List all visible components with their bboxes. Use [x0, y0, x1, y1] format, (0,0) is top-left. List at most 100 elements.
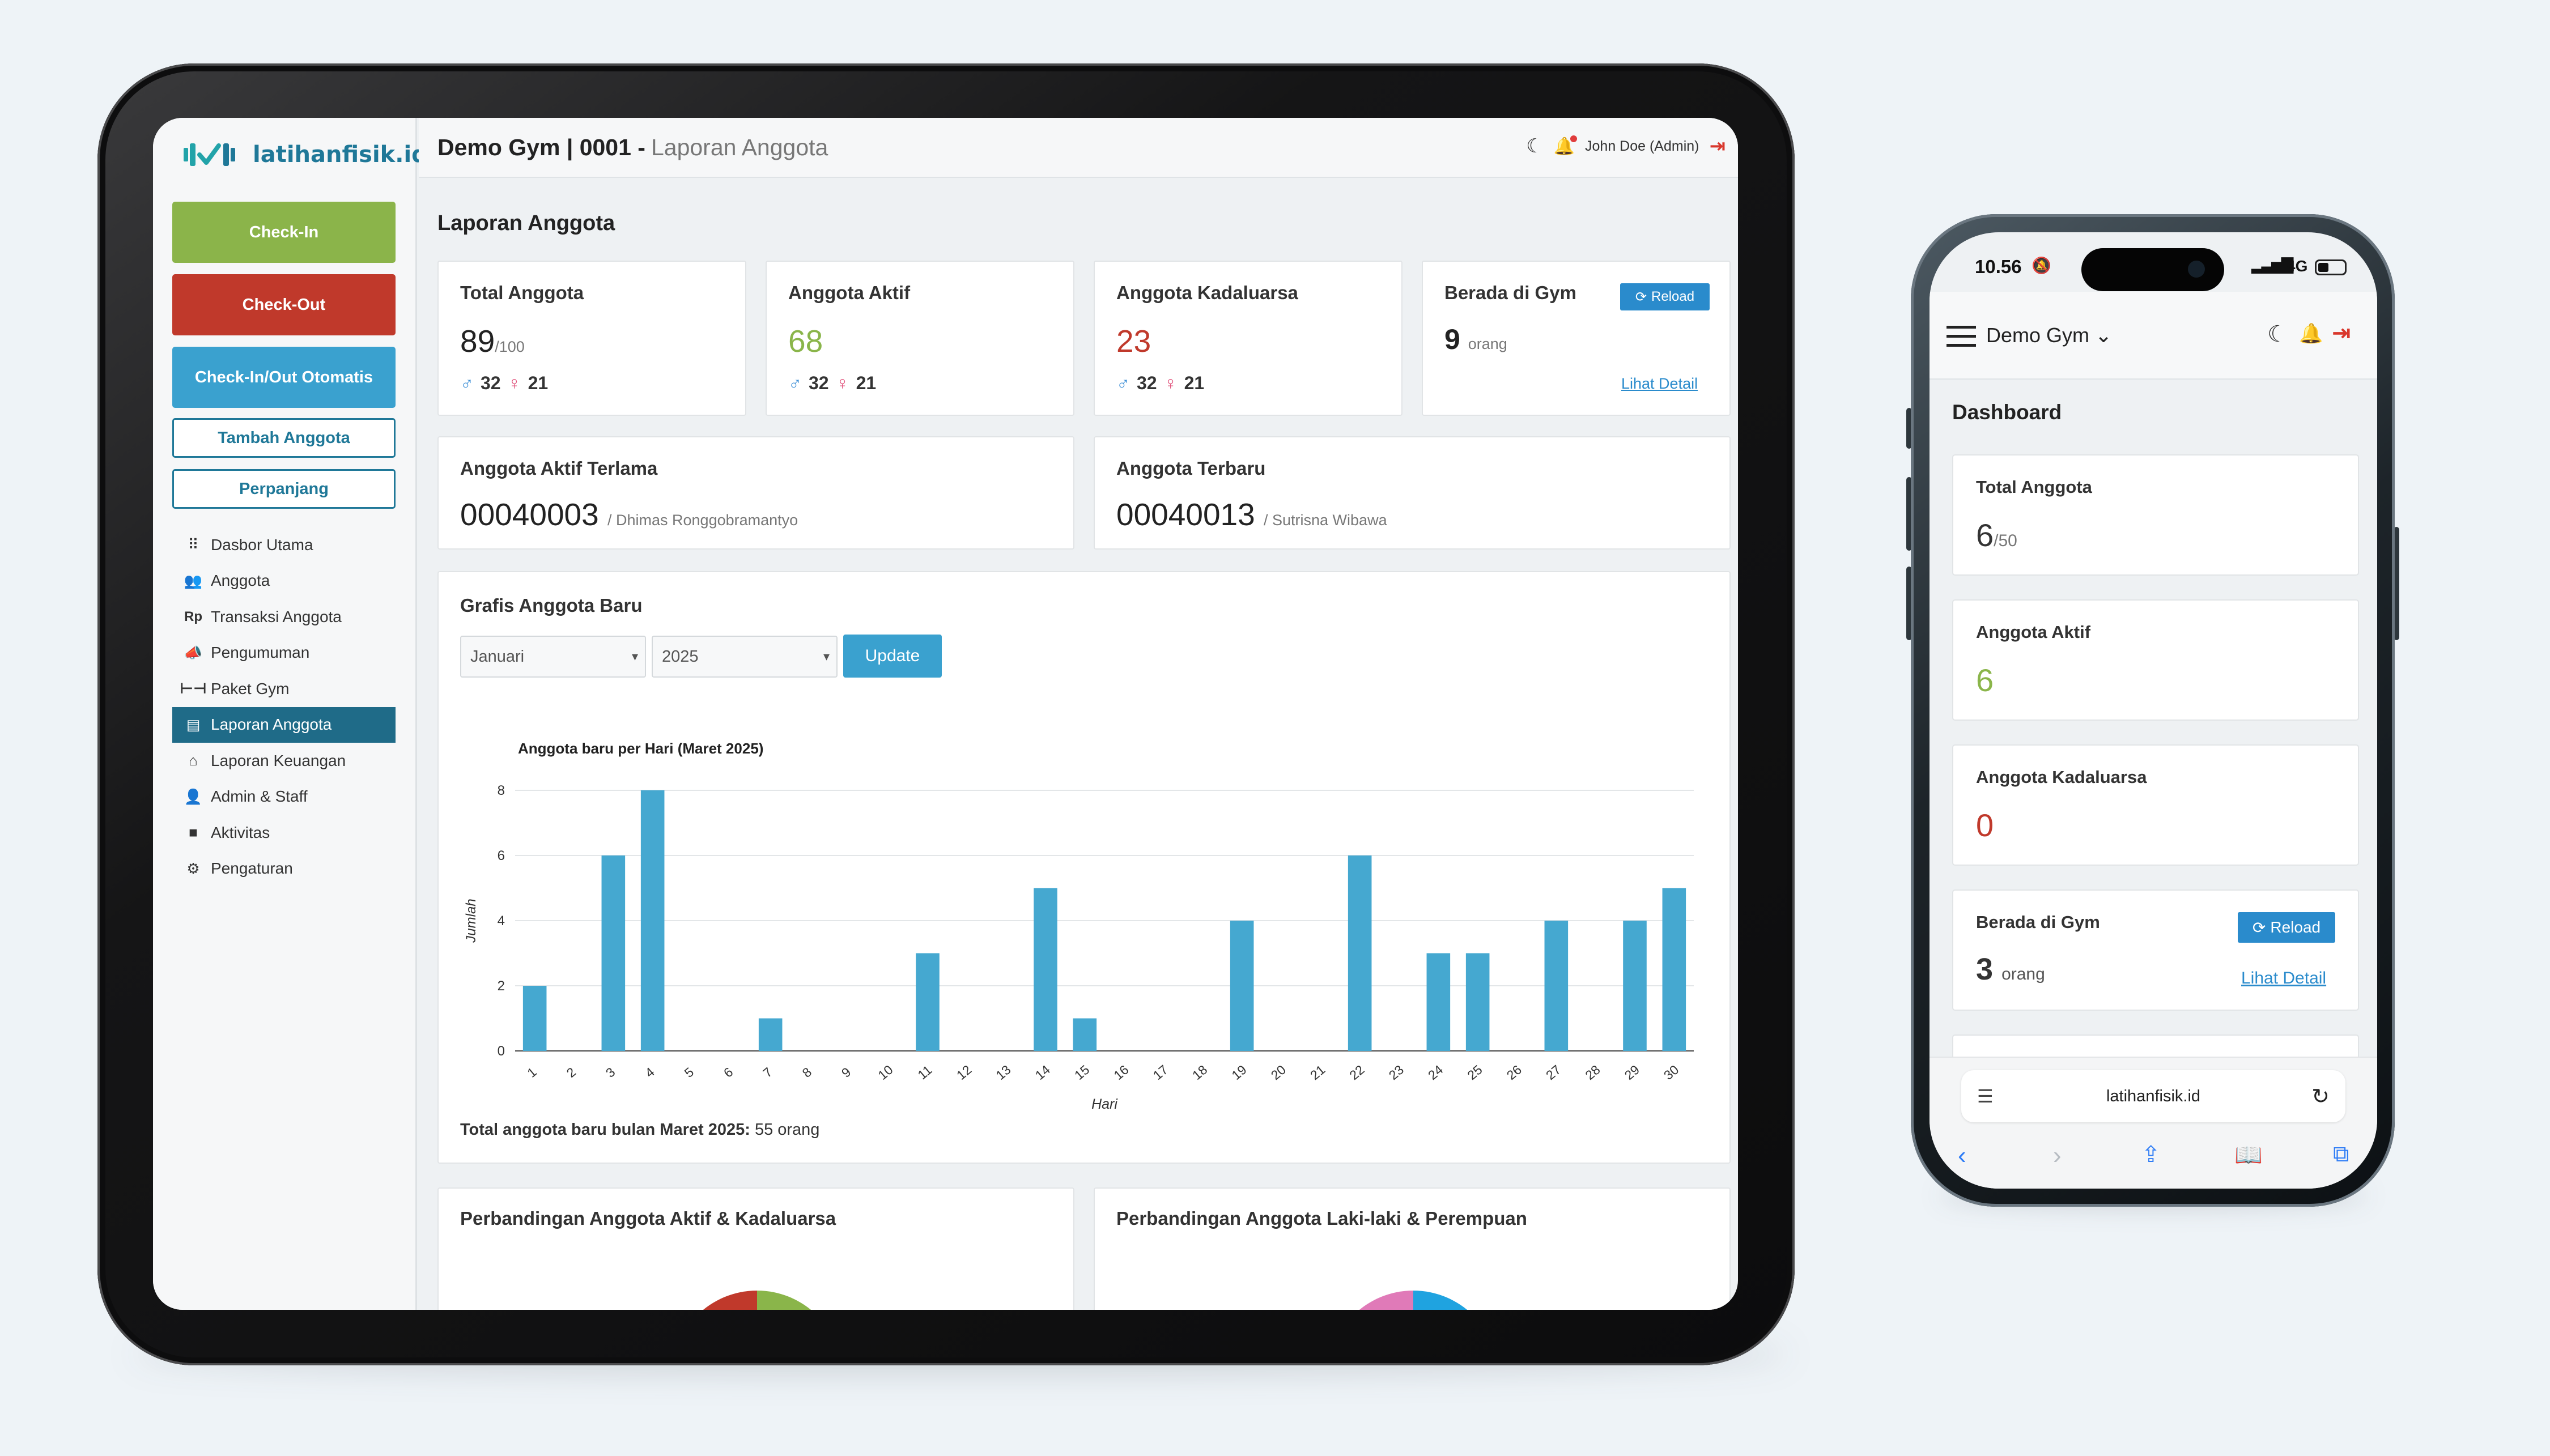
y-tick-label: 2 — [498, 978, 505, 994]
logo-dumbbell-icon — [184, 143, 235, 166]
briefcase-icon: ■ — [189, 824, 198, 841]
phone-side-button — [1906, 408, 1912, 449]
card-terlama: Anggota Aktif Terlama 00040003 / Dhimas … — [437, 436, 1074, 550]
x-tick-label: 13 — [993, 1062, 1013, 1083]
card-label: Perbandingan Anggota Aktif & Kadaluarsa — [460, 1208, 836, 1229]
tablet-screen: latihanfisik.id Check-In Check-Out Check… — [153, 118, 1738, 1310]
lihat-detail-link[interactable]: Lihat Detail — [1621, 375, 1698, 392]
bell-icon[interactable]: 🔔 — [1554, 135, 1578, 156]
bell-slash-icon: 🔕 — [2032, 257, 2051, 274]
sidebar-item-dasbor[interactable]: ⠿ Dasbor Utama — [172, 527, 396, 563]
grafik-title: Grafis Anggota Baru — [460, 595, 643, 616]
back-icon[interactable]: ‹ — [1958, 1142, 1966, 1169]
card-number: 6 — [1976, 662, 1994, 698]
sidebar-item-laporan-anggota[interactable]: ▤ Laporan Anggota — [172, 706, 396, 743]
main-content: Demo Gym | 0001 - Laporan Anggota ☾ 🔔 Jo… — [419, 118, 1738, 1310]
x-tick-label: 2 — [564, 1065, 579, 1080]
card-value: 6/50 — [1976, 517, 2017, 554]
moon-icon[interactable]: ☾ — [2267, 322, 2288, 347]
x-tick-label: 24 — [1425, 1062, 1446, 1083]
y-axis-label: Jumlah — [464, 899, 479, 943]
x-tick-label: 25 — [1464, 1062, 1485, 1083]
hamburger-icon[interactable] — [1946, 326, 1976, 347]
x-tick-label: 6 — [721, 1065, 736, 1080]
chart-title: Anggota baru per Hari (Maret 2025) — [518, 740, 763, 757]
card-aktif-vs-kadaluarsa: Perbandingan Anggota Aktif & Kadaluarsa — [437, 1187, 1074, 1310]
gym-name: Demo Gym | 0001 - — [437, 134, 645, 160]
stat-card-kadaluarsa: Anggota Kadaluarsa 23 ♂ 32 ♀ 21 — [1094, 261, 1402, 416]
reload-button[interactable]: ⟳ Reload — [2238, 912, 2335, 943]
tambah-anggota-button[interactable]: Tambah Anggota — [172, 418, 396, 458]
card-number: 0 — [1976, 807, 1994, 843]
x-tick-label: 23 — [1386, 1062, 1406, 1083]
checkin-button[interactable]: Check-In — [172, 202, 396, 263]
female-count: 21 — [856, 373, 877, 393]
month-select[interactable]: Januari — [460, 636, 646, 678]
logout-icon[interactable]: ⇥ — [2332, 321, 2351, 346]
sidebar-item-admin-staff[interactable]: 👤 Admin & Staff — [172, 779, 396, 815]
x-tick-label: 21 — [1307, 1062, 1328, 1083]
female-icon: ♀ — [835, 373, 849, 393]
x-tick-label: 7 — [760, 1065, 775, 1080]
x-tick-label: 8 — [800, 1065, 815, 1080]
sidebar-item-label: Pengumuman — [211, 644, 310, 662]
sidebar-item-transaksi[interactable]: Rp Transaksi Anggota — [172, 599, 396, 635]
sidebar-item-paket-gym[interactable]: ⊢⊣ Paket Gym — [172, 671, 396, 707]
bell-icon[interactable]: 🔔 — [2299, 323, 2323, 344]
stat-label: Berada di Gym — [1444, 282, 1576, 303]
x-tick-label: 19 — [1229, 1062, 1249, 1083]
phone-side-button — [1906, 477, 1912, 551]
reload-icon[interactable]: ↻ — [2311, 1084, 2330, 1109]
checkout-button[interactable]: Check-Out — [172, 274, 396, 335]
stat-number: 9 — [1444, 323, 1460, 355]
reload-label: Reload — [2270, 918, 2321, 936]
sidebar-item-pengaturan[interactable]: ⚙ Pengaturan — [172, 851, 396, 887]
user-name[interactable]: John Doe (Admin) — [1585, 138, 1699, 154]
phone-page-title: Dashboard — [1952, 401, 2062, 424]
x-tick-label: 26 — [1504, 1062, 1524, 1083]
update-button[interactable]: Update — [843, 635, 942, 678]
gym-selector[interactable]: Demo Gym ⌄ — [1986, 323, 2112, 347]
x-tick-label: 3 — [603, 1065, 618, 1080]
sidebar-item-aktivitas[interactable]: ■ Aktivitas — [172, 815, 396, 851]
logo-text: latihanfisik.id — [253, 142, 428, 168]
year-select[interactable]: 2025 — [652, 636, 838, 678]
card-label: Total Anggota — [1976, 477, 2092, 497]
bookmarks-icon[interactable]: 📖 — [2234, 1143, 2263, 1168]
topbar: Demo Gym | 0001 - Laporan Anggota ☾ 🔔 Jo… — [419, 118, 1738, 178]
logout-icon[interactable]: ⇥ — [1709, 135, 1726, 157]
sidebar-item-anggota[interactable]: 👥 Anggota — [172, 563, 396, 599]
url-text: latihanfisik.id — [2106, 1087, 2201, 1105]
x-tick-label: 11 — [915, 1062, 934, 1082]
chart-bar — [1662, 888, 1686, 1051]
card-value: 3 orang — [1976, 952, 2045, 987]
sidebar-item-laporan-keuangan[interactable]: ⌂ Laporan Keuangan — [172, 743, 396, 779]
moon-icon[interactable]: ☾ — [1526, 135, 1544, 157]
share-icon[interactable]: ⇪ — [2141, 1142, 2161, 1167]
male-count: 32 — [481, 373, 501, 393]
x-tick-label: 17 — [1150, 1062, 1171, 1083]
refresh-icon: ⟳ — [1635, 289, 1647, 305]
tabs-icon[interactable]: ⧉ — [2333, 1142, 2349, 1166]
auto-checkin-button[interactable]: Check-In/Out Otomatis — [172, 347, 396, 408]
forward-icon[interactable]: › — [2053, 1142, 2062, 1169]
x-tick-label: 14 — [1032, 1062, 1053, 1083]
address-bar[interactable]: ☰ latihanfisik.id ↻ — [1961, 1070, 2345, 1122]
member-id: 00040013 — [1116, 497, 1255, 532]
stat-value: 9 orang — [1444, 323, 1507, 356]
x-tick-label: 30 — [1661, 1062, 1681, 1083]
x-tick-label: 20 — [1268, 1062, 1289, 1083]
card-terbaru: Anggota Terbaru 00040013 / Sutrisna Wiba… — [1094, 436, 1731, 550]
reload-button[interactable]: ⟳ Reload — [1620, 283, 1710, 310]
lihat-detail-link[interactable]: Lihat Detail — [2241, 969, 2327, 987]
male-count: 32 — [1137, 373, 1157, 393]
sidebar-item-pengumuman[interactable]: 📣 Pengumuman — [172, 635, 396, 671]
page-menu-icon[interactable]: ☰ — [1977, 1086, 1994, 1106]
page-title: Laporan Anggota — [437, 211, 615, 235]
card-label: Berada di Gym — [1976, 912, 2100, 932]
card-label: Anggota Kadaluarsa — [1976, 767, 2147, 787]
sidebar-item-label: Transaksi Anggota — [211, 607, 342, 625]
chart-bar — [1073, 1018, 1097, 1051]
perpanjang-button[interactable]: Perpanjang — [172, 469, 396, 509]
chart-bar — [1348, 855, 1372, 1051]
